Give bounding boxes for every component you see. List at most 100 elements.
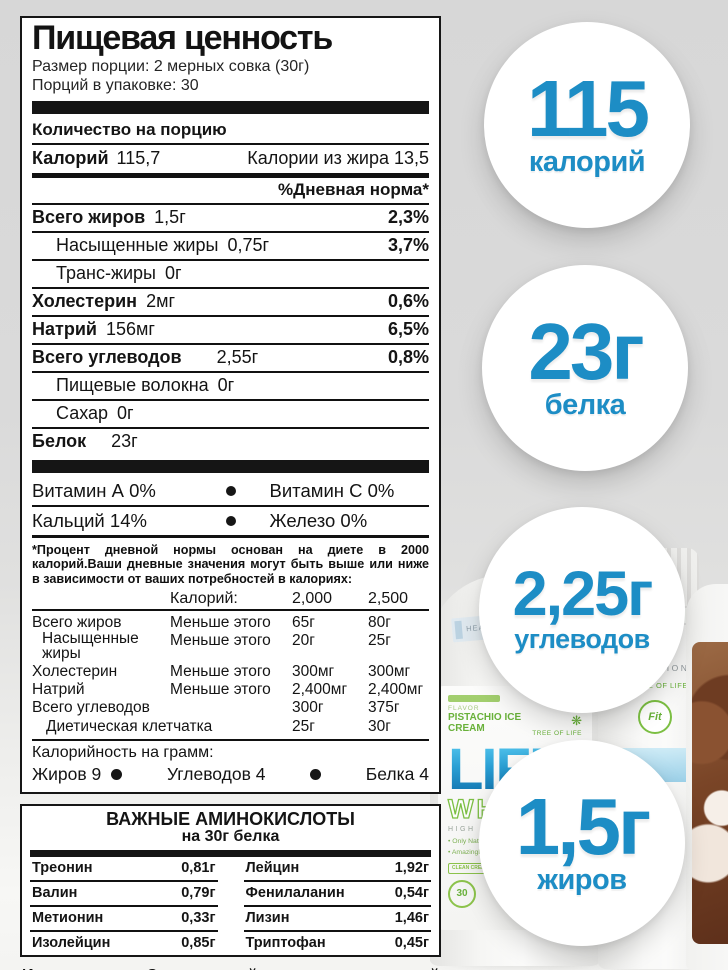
amino-row: Изолейцин 0,85г Триптофан 0,45г	[30, 932, 431, 955]
reference-table-header: Калорий: 2,000 2,500	[32, 589, 429, 612]
nutrient-label: Транс-жиры	[56, 262, 156, 283]
amino-acids-panel: ВАЖНЫЕ АМИНОКИСЛОТЫ на 30г белка Треонин…	[20, 803, 441, 957]
product-bottle-chocolate	[686, 584, 728, 970]
nutrient-row-cholesterol: Холестерин 2мг 0,6%	[32, 289, 429, 317]
ref-v1: 20г	[292, 632, 315, 650]
calories-from-fat: Калории из жира 13,5	[247, 147, 429, 168]
amino-name: Метионин	[32, 910, 104, 927]
ref-label: Холестерин	[32, 662, 118, 680]
nutrient-label: Насыщенные жиры	[56, 234, 219, 255]
nutrient-dv: 2,3%	[387, 206, 429, 227]
amino-value: 0,81г	[181, 860, 216, 877]
ref-v2: 2,400мг	[368, 681, 424, 699]
ref-row: Всего жиров Меньше этого 65г 80г	[32, 613, 429, 631]
nutrient-label: Натрий	[32, 318, 97, 339]
ref-condition: Меньше этого	[170, 613, 271, 631]
nutrient-label: Холестерин	[32, 290, 138, 311]
nutrient-value: 2,55г	[216, 346, 259, 367]
ref-label: Диетическая клетчатка	[46, 717, 213, 735]
calories-value: 115,7	[116, 147, 161, 168]
stat-unit: калорий	[528, 145, 646, 178]
amino-name: Фенилаланин	[245, 885, 345, 902]
nutrient-dv: 0,8%	[387, 346, 429, 367]
ref-header-label: Калорий:	[170, 589, 238, 607]
nutrient-value: 2мг	[146, 290, 176, 311]
bullet-icon	[225, 515, 236, 526]
ref-row: Натрий Меньше этого 2,400мг 2,400мг	[32, 681, 429, 699]
ref-col-2000: 2,000	[292, 589, 333, 607]
nutrient-row-protein: Белок 23г	[32, 429, 429, 455]
stat-value: 2,25г	[512, 559, 654, 630]
cpg-item: Жиров 9	[32, 763, 102, 784]
nutrient-dv: 6,5%	[387, 318, 429, 339]
stat-value: 1,5г	[515, 781, 652, 871]
ref-label: Всего жиров	[32, 613, 122, 631]
label-column: Пищевая ценность Размер порции: 2 мерных…	[20, 16, 441, 970]
stat-unit: жиров	[537, 863, 627, 896]
ref-v1: 300мг	[292, 662, 335, 680]
amount-per-serving: Количество на порцию	[32, 118, 429, 145]
amino-value: 0,85г	[181, 935, 216, 952]
ref-condition: Меньше этого	[170, 632, 271, 650]
brand-name: TREE OF LIFE	[532, 730, 582, 737]
stat-value: 115	[526, 63, 650, 153]
nutrient-label: Белок	[32, 430, 87, 451]
amino-row: Треонин 0,81г Лейцин 1,92г	[30, 857, 431, 882]
panel-title: Пищевая ценность	[32, 19, 333, 57]
ref-row: Холестерин Меньше этого 300мг 300мг	[32, 662, 429, 680]
divider-bar	[32, 100, 429, 114]
ref-v1: 65г	[292, 613, 315, 631]
nutrient-label: Пищевые волокна	[56, 374, 209, 395]
cpg-item: Углеводов 4	[166, 763, 266, 784]
nutrient-label: Сахар	[56, 402, 109, 423]
nutrient-row-saturated-fat: Насыщенные жиры 0,75г 3,7%	[32, 233, 429, 261]
amino-value: 1,92г	[394, 860, 429, 877]
nutrient-label: Всего жиров	[32, 206, 146, 227]
daily-value-header: %Дневная норма*	[32, 178, 429, 205]
amino-name: Изолейцин	[32, 935, 111, 952]
nutrient-row-sugar: Сахар 0г	[32, 401, 429, 429]
vitamin-left: Кальций 14%	[32, 509, 147, 531]
ref-col-2500: 2,500	[368, 589, 409, 607]
ref-label: Насыщенные жиры	[42, 630, 139, 663]
nutrient-value: 0г	[117, 402, 134, 423]
nutrient-dv: 3,7%	[387, 234, 429, 255]
nutrient-row-total-fat: Всего жиров 1,5г 2,3%	[32, 205, 429, 233]
nutrient-row-sodium: Натрий 156мг 6,5%	[32, 317, 429, 345]
nutrient-value: 0,75г	[227, 234, 270, 255]
amino-name: Треонин	[32, 860, 93, 877]
chocolate-label-artwork	[692, 642, 728, 944]
calories-row: Калорий 115,7 Калории из жира 13,5	[32, 145, 429, 178]
amino-value: 0,33г	[181, 910, 216, 927]
ingredients-label: Ингредиенты:	[22, 967, 134, 970]
amino-subtitle: на 30г белка	[181, 827, 280, 845]
serving-size: Размер порции: 2 мерных совка (30г)	[32, 57, 310, 75]
vitamin-row: Кальций 14% Железо 0%	[32, 507, 429, 538]
flavor-pill	[448, 695, 500, 702]
nutrient-row-trans-fat: Транс-жиры 0г	[32, 261, 429, 289]
ref-v1: 25г	[292, 717, 315, 735]
stat-unit: углеводов	[514, 624, 650, 655]
flavor-name: PISTACHIO ICE CREAM	[448, 712, 522, 734]
cpg-item: Белка 4	[365, 763, 429, 784]
stat-badge-fat: 1,5г жиров	[479, 740, 685, 946]
ref-v2: 30г	[368, 717, 391, 735]
stat-unit: белка	[544, 388, 626, 421]
amino-name: Триптофан	[245, 935, 326, 952]
stat-badge-calories: 115 калорий	[484, 22, 690, 228]
calories-label: Калорий	[32, 147, 109, 168]
calories-per-gram-row: Жиров 9 Углеводов 4 Белка 4	[32, 763, 429, 787]
brand-name: TREE OF LIFE	[631, 681, 688, 690]
flavor-tag: FLAVOR	[448, 705, 480, 712]
nutrient-row-fiber: Пищевые волокна 0г	[32, 373, 429, 401]
nutrient-value: 0г	[217, 374, 235, 395]
ingredients-text: Сывороточный протеин, мицелярный казеин,…	[22, 967, 439, 970]
stat-badge-protein: 23г белка	[482, 265, 688, 471]
ref-label: Натрий	[32, 681, 85, 699]
amino-value: 1,46г	[394, 910, 429, 927]
ref-row: Насыщенные жиры Меньше этого 20г 25г	[32, 630, 429, 663]
tree-of-life-logo-icon: ❋	[571, 713, 582, 728]
ref-row: Диетическая клетчатка 25г 30г	[32, 717, 429, 735]
amino-value: 0,45г	[394, 935, 429, 952]
